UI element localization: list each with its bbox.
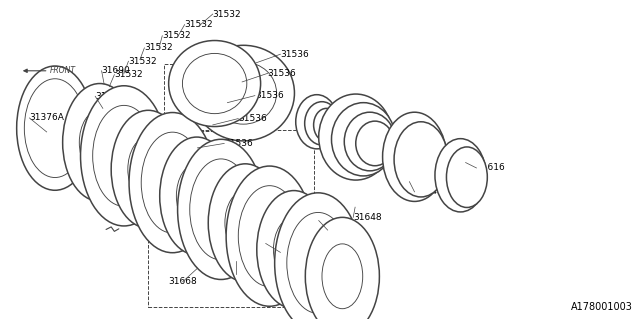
Text: 31532: 31532: [163, 31, 191, 40]
Text: 31567: 31567: [95, 92, 124, 101]
Ellipse shape: [447, 147, 487, 207]
Ellipse shape: [210, 62, 276, 124]
Text: 31536: 31536: [224, 139, 253, 148]
Ellipse shape: [177, 139, 264, 279]
Ellipse shape: [332, 103, 396, 176]
Text: 31376: 31376: [221, 269, 250, 279]
Ellipse shape: [81, 86, 168, 226]
Ellipse shape: [111, 110, 185, 228]
Text: 31532: 31532: [129, 57, 157, 66]
Ellipse shape: [79, 110, 120, 175]
Bar: [148, 130, 314, 307]
Text: A178001003: A178001003: [571, 302, 633, 312]
Ellipse shape: [177, 164, 217, 228]
Text: 31616: 31616: [476, 164, 505, 172]
Ellipse shape: [189, 159, 252, 260]
Ellipse shape: [322, 244, 363, 309]
Text: 31532: 31532: [115, 70, 143, 79]
Text: 31536: 31536: [280, 50, 309, 59]
Text: 31532: 31532: [184, 20, 213, 29]
Ellipse shape: [287, 212, 349, 313]
Ellipse shape: [356, 121, 394, 166]
Ellipse shape: [169, 41, 260, 126]
Ellipse shape: [257, 191, 331, 308]
Ellipse shape: [160, 137, 234, 255]
Text: 31376A: 31376A: [29, 114, 64, 123]
Text: 31536: 31536: [238, 114, 267, 123]
Ellipse shape: [275, 193, 362, 320]
Text: 31648: 31648: [353, 213, 382, 222]
Ellipse shape: [238, 186, 301, 287]
Text: 31536: 31536: [255, 91, 284, 100]
Ellipse shape: [305, 102, 339, 145]
Ellipse shape: [208, 164, 282, 282]
Ellipse shape: [305, 217, 380, 320]
Ellipse shape: [192, 45, 294, 141]
Ellipse shape: [129, 113, 216, 253]
Ellipse shape: [344, 112, 396, 171]
Ellipse shape: [435, 139, 486, 212]
Ellipse shape: [383, 112, 447, 201]
Ellipse shape: [273, 217, 314, 282]
Text: FRONT: FRONT: [50, 66, 76, 75]
Ellipse shape: [314, 108, 339, 141]
Text: 31552: 31552: [280, 248, 309, 257]
Ellipse shape: [128, 137, 168, 202]
Text: 31546: 31546: [415, 188, 443, 196]
Ellipse shape: [141, 132, 204, 233]
Text: 31532: 31532: [212, 10, 241, 19]
Ellipse shape: [24, 79, 86, 178]
Text: 31521: 31521: [328, 226, 356, 235]
Text: 31532: 31532: [145, 43, 173, 52]
Ellipse shape: [63, 84, 137, 201]
Ellipse shape: [17, 66, 93, 190]
Ellipse shape: [225, 190, 266, 255]
Text: 31690: 31690: [102, 66, 131, 75]
Ellipse shape: [394, 122, 448, 197]
Ellipse shape: [296, 95, 338, 149]
Ellipse shape: [182, 53, 247, 114]
Bar: [164, 64, 269, 131]
Text: 31536: 31536: [268, 69, 296, 78]
Ellipse shape: [93, 105, 156, 206]
Ellipse shape: [319, 94, 393, 180]
Text: 31668: 31668: [168, 277, 197, 286]
Ellipse shape: [226, 166, 313, 306]
